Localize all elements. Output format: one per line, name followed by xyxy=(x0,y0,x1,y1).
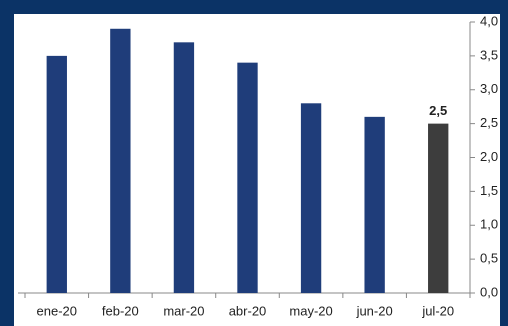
x-tick-label: abr-20 xyxy=(229,303,267,318)
y-tick-label: 0,0 xyxy=(480,284,498,299)
x-tick-label: may-20 xyxy=(289,303,332,318)
bar xyxy=(364,116,385,293)
y-tick-label: 3,5 xyxy=(480,47,498,62)
y-tick-label: 2,5 xyxy=(480,115,498,130)
y-tick-label: 0,5 xyxy=(480,251,498,266)
x-tick-label: jun-20 xyxy=(356,303,393,318)
x-tick-label: feb-20 xyxy=(102,303,139,318)
y-tick-label: 1,5 xyxy=(480,183,498,198)
bar xyxy=(173,42,195,294)
y-tick-label: 1,0 xyxy=(480,217,498,232)
y-tick-label: 4,0 xyxy=(480,13,498,28)
y-tick-label: 3,0 xyxy=(480,81,498,96)
data-label: 2,5 xyxy=(429,103,447,118)
bar xyxy=(300,103,322,293)
y-tick-label: 2,0 xyxy=(480,149,498,164)
x-tick-label: ene-20 xyxy=(37,303,77,318)
x-tick-label: jul-20 xyxy=(421,303,454,318)
bar xyxy=(428,123,449,293)
bar xyxy=(237,62,258,294)
bar xyxy=(110,28,131,294)
bar xyxy=(46,55,67,293)
x-tick-label: mar-20 xyxy=(163,303,204,318)
